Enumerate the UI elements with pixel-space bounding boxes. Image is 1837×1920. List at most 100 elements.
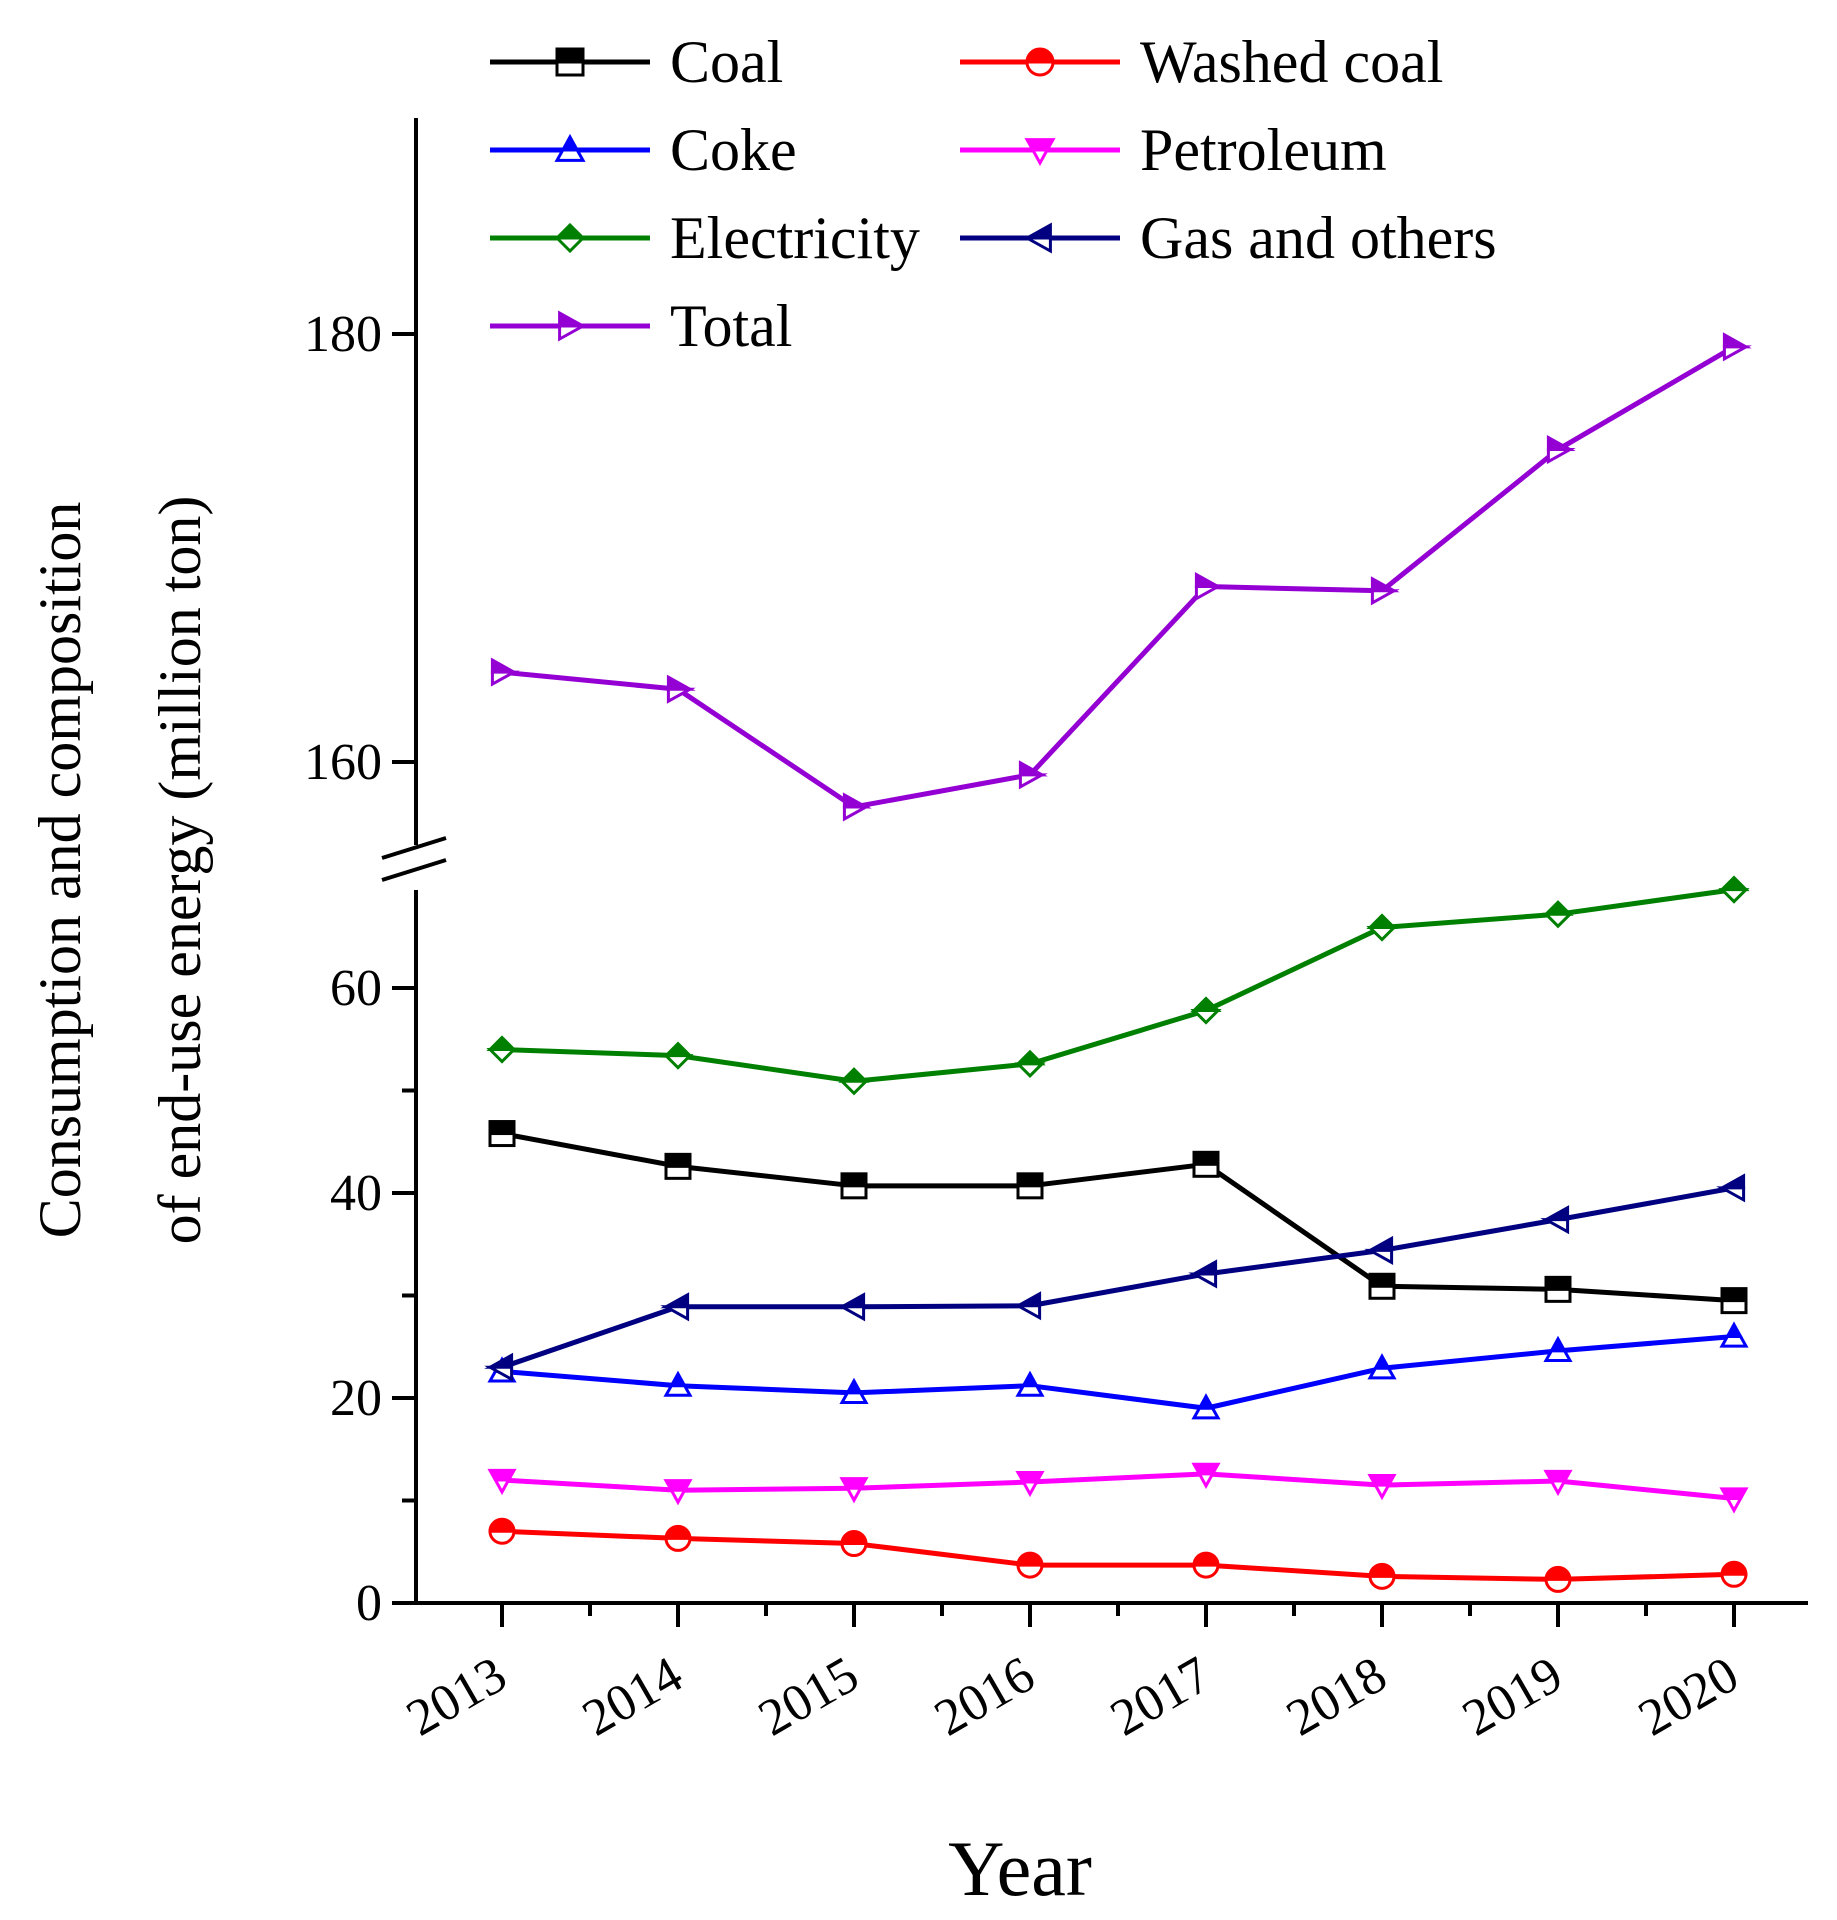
legend-item-coke: Coke <box>490 117 797 183</box>
data-point-coal <box>664 1152 692 1180</box>
axes: 0 20 40 60 160 180 2013 2014 2015 2016 2017 2018 201… <box>304 118 1808 1747</box>
y-tick-label: 20 <box>330 1370 382 1427</box>
legend-item-electricity: Electricity <box>490 205 920 271</box>
legend-marker-coke <box>554 133 586 162</box>
data-point-total <box>1370 576 1400 606</box>
axis-break-mark-upper <box>381 836 447 860</box>
data-point-total <box>1546 435 1576 465</box>
data-point-coke <box>839 1377 869 1404</box>
series-gas-and-others <box>484 1173 1746 1382</box>
legend-marker-total <box>558 310 589 342</box>
data-point-petroleum <box>663 1479 693 1506</box>
legend-label: Coal <box>670 29 783 95</box>
data-point-electricity <box>662 1041 694 1070</box>
data-point-gas-and-others <box>1540 1205 1570 1235</box>
series-coal <box>488 1120 1748 1315</box>
legend: Coal Washed coal Coke Petroleum Electricity G… <box>490 29 1497 359</box>
data-point-coal <box>1368 1272 1396 1300</box>
data-point-gas-and-others <box>1188 1259 1218 1289</box>
legend-marker-washed-coal <box>1025 47 1055 77</box>
series-line-coke <box>501 1334 1735 1411</box>
series-coke <box>487 1321 1749 1420</box>
x-tick-label: 2017 <box>1101 1646 1220 1747</box>
data-point-washed-coal <box>488 1517 516 1545</box>
legend-item-coal: Coal <box>490 29 783 95</box>
data-point-electricity <box>1542 900 1574 929</box>
data-point-coal <box>840 1172 868 1200</box>
data-point-washed-coal <box>664 1524 692 1552</box>
data-point-petroleum <box>839 1477 869 1504</box>
series-total <box>490 332 1752 822</box>
data-point-gas-and-others <box>1364 1235 1394 1265</box>
data-point-total <box>490 657 520 687</box>
y-tick-label: 0 <box>356 1575 382 1632</box>
series-line-coal <box>501 1131 1735 1304</box>
x-tick-label: 2020 <box>1629 1646 1748 1747</box>
legend-item-washed-coal: Washed coal <box>960 29 1443 95</box>
data-point-washed-coal <box>1544 1565 1572 1593</box>
series-line-gas-and-others <box>501 1185 1735 1370</box>
data-point-coke <box>1015 1370 1045 1397</box>
data-point-washed-coal <box>1192 1551 1220 1579</box>
x-tick-label: 2019 <box>1453 1646 1572 1747</box>
data-point-petroleum <box>1367 1474 1397 1501</box>
data-point-coal <box>1016 1172 1044 1200</box>
x-tick-label: 2016 <box>925 1646 1044 1747</box>
series-electricity <box>486 875 1750 1096</box>
legend-marker-gas-and-others <box>1021 222 1052 254</box>
data-point-coal <box>1192 1150 1220 1178</box>
legend-marker-coal <box>555 47 585 77</box>
data-point-gas-and-others <box>1716 1173 1746 1203</box>
x-tick-label: 2015 <box>749 1646 868 1747</box>
data-point-washed-coal <box>1720 1560 1748 1588</box>
data-point-total <box>666 674 696 704</box>
data-point-petroleum <box>1543 1469 1573 1497</box>
data-point-electricity <box>1190 996 1222 1025</box>
data-point-electricity <box>486 1035 518 1064</box>
data-point-coke <box>1367 1353 1397 1380</box>
data-point-gas-and-others <box>1012 1291 1042 1321</box>
y-tick-label: 40 <box>330 1165 382 1222</box>
data-point-coke <box>1719 1321 1749 1348</box>
y-tick-label: 60 <box>330 960 382 1017</box>
y-tick-label: 180 <box>304 306 382 363</box>
y-axis-title-line1: Consumption and composition <box>27 502 93 1239</box>
data-point-washed-coal <box>1016 1551 1044 1579</box>
data-point-petroleum <box>1191 1462 1221 1489</box>
data-point-total <box>1722 332 1752 362</box>
legend-label: Gas and others <box>1140 205 1497 271</box>
series-layer <box>484 332 1752 1593</box>
series-washed-coal <box>488 1517 1748 1593</box>
data-point-total <box>842 792 872 822</box>
x-tick-label: 2014 <box>573 1646 692 1747</box>
x-tick-label: 2013 <box>397 1646 516 1747</box>
legend-item-gas-and-others: Gas and others <box>960 205 1497 271</box>
data-point-petroleum <box>487 1468 517 1496</box>
data-point-coke <box>1543 1335 1573 1362</box>
legend-item-petroleum: Petroleum <box>960 117 1387 183</box>
axis-break-mark-lower <box>381 858 447 882</box>
data-point-total <box>1018 760 1048 790</box>
data-point-coke <box>663 1370 693 1397</box>
data-point-electricity <box>1014 1049 1046 1078</box>
data-point-washed-coal <box>1368 1562 1396 1590</box>
legend-label: Electricity <box>670 205 920 271</box>
legend-label: Washed coal <box>1140 29 1443 95</box>
data-point-petroleum <box>1015 1470 1045 1498</box>
series-line-washed-coal <box>501 1528 1735 1582</box>
data-point-washed-coal <box>840 1530 868 1558</box>
data-point-coal <box>488 1120 516 1148</box>
series-line-total <box>501 344 1736 810</box>
series-line-electricity <box>501 887 1735 1084</box>
data-point-coal <box>1720 1287 1748 1315</box>
y-axis-title-line2: of end-use energy (million ton) <box>147 496 213 1245</box>
data-point-coal <box>1544 1275 1572 1303</box>
data-point-electricity <box>1366 913 1398 942</box>
data-point-gas-and-others <box>660 1292 690 1322</box>
legend-label: Coke <box>670 117 797 183</box>
data-point-electricity <box>838 1067 870 1096</box>
series-petroleum <box>487 1462 1749 1514</box>
series-line-petroleum <box>501 1471 1735 1501</box>
y-tick-label: 160 <box>304 734 382 791</box>
